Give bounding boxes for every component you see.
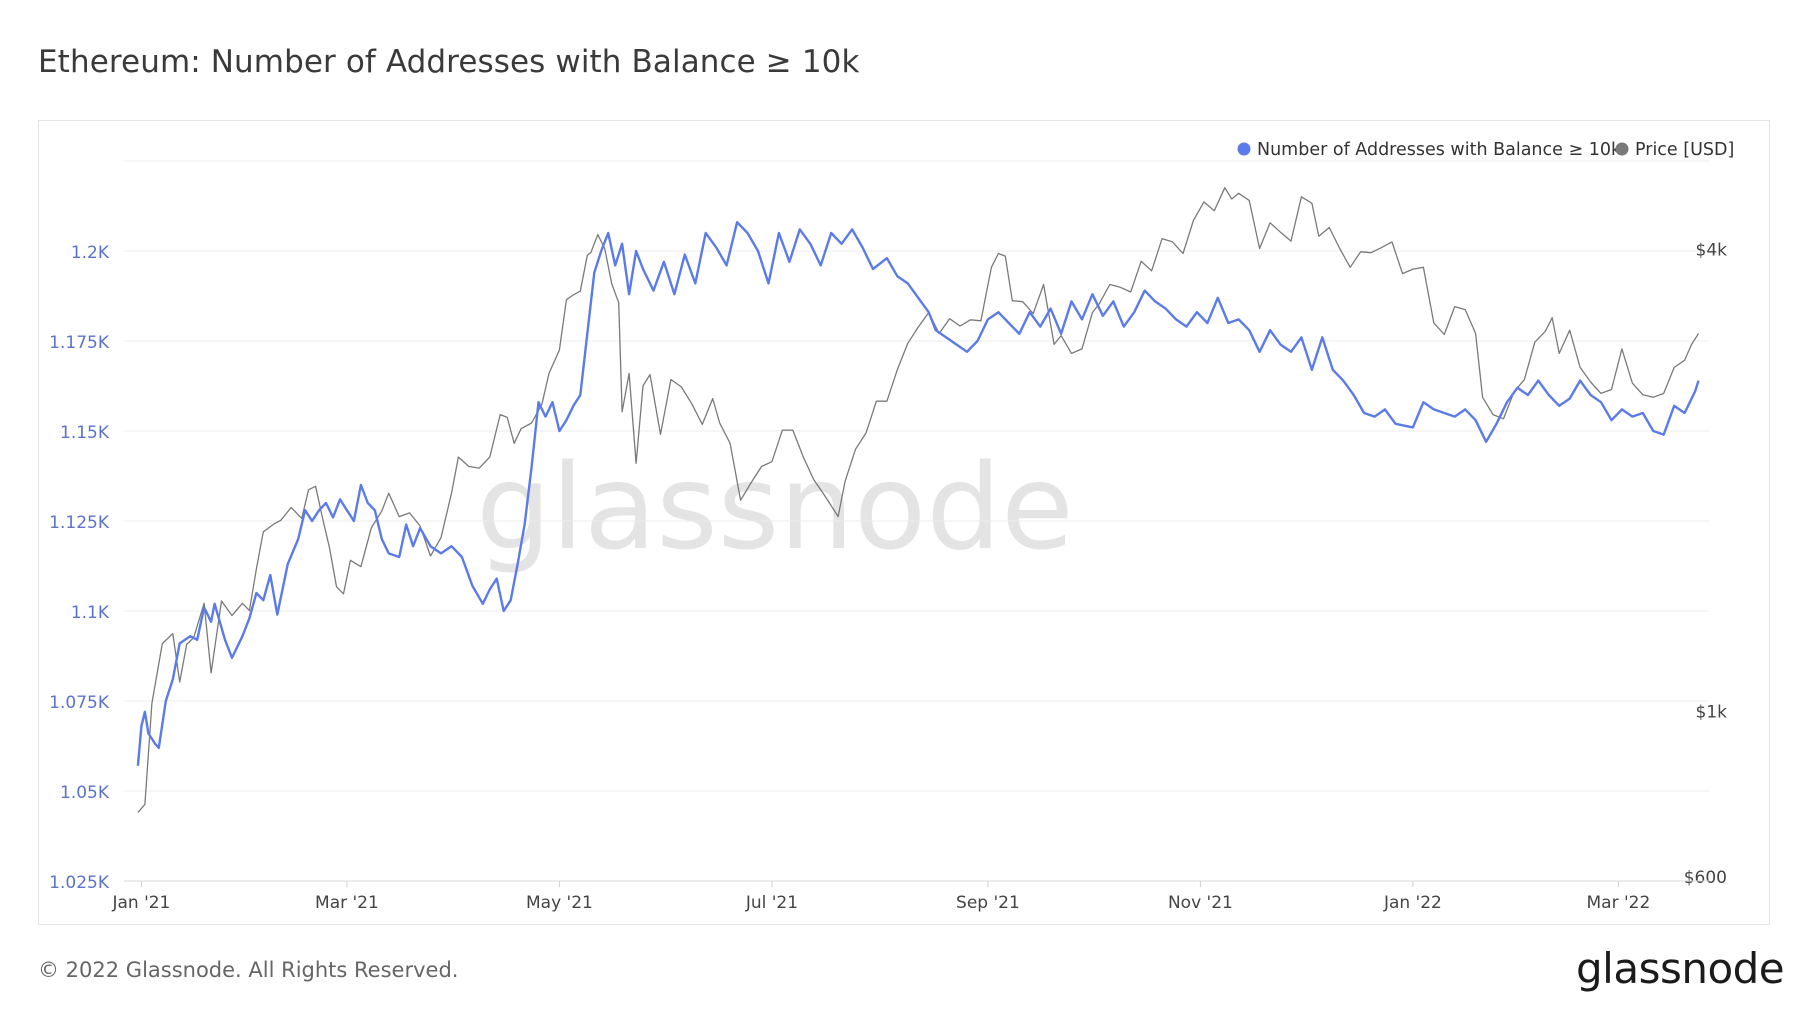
series-layer	[136, 187, 1700, 813]
page-title: Ethereum: Number of Addresses with Balan…	[38, 44, 860, 80]
legend-label: Price [USD]	[1635, 140, 1734, 160]
price-series-line[interactable]	[137, 187, 1700, 813]
x-tick-label: Mar '21	[315, 893, 379, 913]
left-tick-label: 1.2K	[71, 243, 110, 263]
chart-panel: glassnode 1.025K 1.05K 1.075K 1.1K 1.125K 1.1…	[38, 120, 1770, 925]
copyright-text: © 2022 Glassnode. All Rights Reserved.	[38, 958, 459, 982]
grid-lines	[124, 160, 1709, 882]
x-tick-label: Jan '22	[1383, 893, 1442, 913]
right-tick-label: $4k	[1696, 240, 1728, 260]
legend-item-price[interactable]: Price [USD]	[1615, 140, 1735, 160]
legend[interactable]: Number of Addresses with Balance ≥ 10k Pr…	[1237, 140, 1735, 160]
watermark-text: glassnode	[476, 438, 1073, 576]
addresses-series-line[interactable]	[136, 221, 1700, 766]
left-tick-label: 1.15K	[60, 423, 110, 443]
x-tick-label: Mar '22	[1587, 893, 1651, 913]
legend-dot	[1237, 142, 1251, 156]
x-tick-label: May '21	[526, 893, 593, 913]
x-axis: Jan '21 Mar '21 May '21 Jul '21 Sep '21 Nov '…	[111, 880, 1709, 913]
left-tick-label: 1.175K	[49, 333, 110, 353]
right-tick-label: $1k	[1696, 703, 1728, 723]
left-tick-label: 1.05K	[60, 783, 110, 803]
legend-label: Number of Addresses with Balance ≥ 10k	[1257, 140, 1622, 160]
x-tick-label: Jan '21	[111, 893, 170, 913]
x-tick-label: Sep '21	[956, 893, 1020, 913]
left-tick-label: 1.1K	[71, 603, 110, 623]
x-tick-label: Nov '21	[1168, 893, 1233, 913]
legend-item-addresses[interactable]: Number of Addresses with Balance ≥ 10k	[1237, 140, 1622, 160]
left-tick-label: 1.075K	[49, 693, 110, 713]
glassnode-logo[interactable]: glassnode	[1576, 944, 1785, 993]
x-tick-label: Jul '21	[745, 893, 798, 913]
right-tick-label: $600	[1684, 868, 1727, 888]
right-axis: $4k $1k $600	[1684, 240, 1727, 888]
left-tick-label: 1.125K	[49, 513, 110, 533]
legend-dot	[1615, 142, 1629, 156]
left-axis: 1.025K 1.05K 1.075K 1.1K 1.125K 1.15K 1.175K 1.…	[49, 243, 110, 893]
left-tick-label: 1.025K	[49, 873, 110, 893]
line-chart[interactable]: glassnode 1.025K 1.05K 1.075K 1.1K 1.125K 1.1…	[39, 121, 1769, 924]
